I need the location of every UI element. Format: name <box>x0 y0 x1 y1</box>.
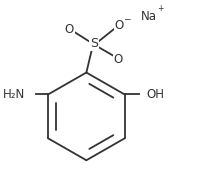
Text: Na: Na <box>140 10 156 23</box>
Text: H₂N: H₂N <box>3 88 25 101</box>
Text: OH: OH <box>146 88 164 101</box>
Text: O: O <box>65 23 74 36</box>
Text: +: + <box>157 4 163 13</box>
Text: O: O <box>114 53 123 66</box>
Text: −: − <box>123 14 130 23</box>
Text: O: O <box>115 19 124 32</box>
Text: S: S <box>90 37 98 50</box>
